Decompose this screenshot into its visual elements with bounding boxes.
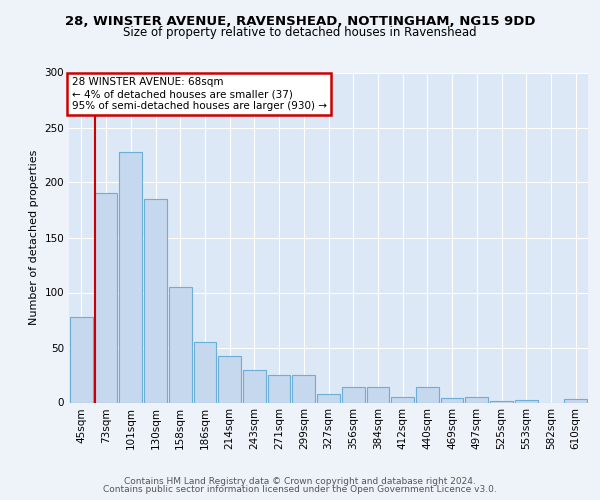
Bar xyxy=(515,400,538,402)
Bar xyxy=(342,387,365,402)
Bar xyxy=(144,199,167,402)
Text: 28, WINSTER AVENUE, RAVENSHEAD, NOTTINGHAM, NG15 9DD: 28, WINSTER AVENUE, RAVENSHEAD, NOTTINGH… xyxy=(65,15,535,28)
Bar xyxy=(70,316,93,402)
Bar xyxy=(95,194,118,402)
Bar xyxy=(367,387,389,402)
Bar xyxy=(564,399,587,402)
Bar xyxy=(119,152,142,402)
Bar xyxy=(416,387,439,402)
Bar xyxy=(317,394,340,402)
Bar xyxy=(268,375,290,402)
Text: Contains HM Land Registry data © Crown copyright and database right 2024.: Contains HM Land Registry data © Crown c… xyxy=(124,477,476,486)
Text: Size of property relative to detached houses in Ravenshead: Size of property relative to detached ho… xyxy=(123,26,477,39)
Bar xyxy=(391,397,414,402)
Bar xyxy=(169,287,191,403)
Bar xyxy=(466,397,488,402)
Bar xyxy=(194,342,216,402)
Bar xyxy=(243,370,266,402)
Text: Contains public sector information licensed under the Open Government Licence v3: Contains public sector information licen… xyxy=(103,485,497,494)
Bar xyxy=(292,375,315,402)
Y-axis label: Number of detached properties: Number of detached properties xyxy=(29,150,39,325)
Text: 28 WINSTER AVENUE: 68sqm
← 4% of detached houses are smaller (37)
95% of semi-de: 28 WINSTER AVENUE: 68sqm ← 4% of detache… xyxy=(71,78,326,110)
Bar xyxy=(218,356,241,403)
Bar xyxy=(441,398,463,402)
